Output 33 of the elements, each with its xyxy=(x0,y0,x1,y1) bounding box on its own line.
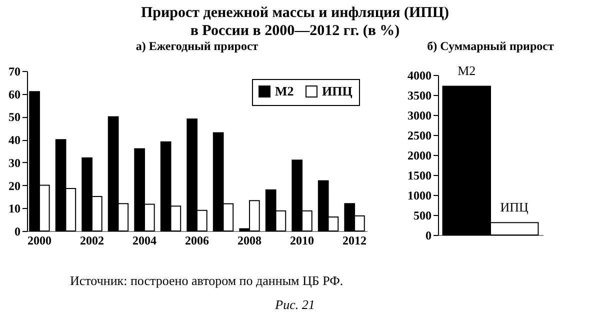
y-tick-label: 50 xyxy=(8,110,20,124)
x-tick-label: 2010 xyxy=(290,234,314,248)
x-tick-label: 2012 xyxy=(342,234,367,248)
chart-title: Прирост денежной массы и инфляция (ИПЦ) в России в 2000—2012 гг. (в %) xyxy=(140,4,450,40)
x-tick-label: 2008 xyxy=(238,234,262,248)
legend-label: ИПЦ xyxy=(322,84,352,99)
chart-title: б) Суммарный прирост xyxy=(427,39,554,54)
text: Источник: построено автором по данным ЦБ РФ. xyxy=(69,273,344,289)
y-tick-label: 0 xyxy=(426,228,432,242)
y-tick-label: 3500 xyxy=(408,88,432,102)
y-tick-label: 0 xyxy=(14,224,20,238)
y-tick-label: 70 xyxy=(8,64,20,78)
chart-subtitle: а) Ежегодный прирост xyxy=(136,39,258,53)
y-tick-label: 60 xyxy=(8,87,20,102)
y-tick-label: 4000 xyxy=(408,68,432,82)
y-tick-label: 500 xyxy=(414,208,432,222)
x-tick-label: 2000 xyxy=(27,234,52,248)
y-tick-label: 1500 xyxy=(408,168,432,182)
y-tick-label: 20 xyxy=(8,178,20,193)
y-tick-label: 2500 xyxy=(408,128,432,142)
y-tick-label: 10 xyxy=(8,202,20,216)
x-tick-label: 2006 xyxy=(185,234,209,248)
x-tick-label: 2002 xyxy=(80,234,104,248)
legend-label: М2 xyxy=(275,84,294,99)
y-tick-label: 1000 xyxy=(408,188,432,202)
series-label: ИПЦ xyxy=(500,200,530,215)
y-tick-label: 40 xyxy=(8,133,20,148)
y-tick-label: 3000 xyxy=(408,108,432,122)
text: Рис. 21 xyxy=(274,297,316,313)
y-tick-label: 2000 xyxy=(408,148,432,162)
series-label: М2 xyxy=(458,63,476,78)
x-tick-label: 2004 xyxy=(132,234,156,248)
y-tick-label: 30 xyxy=(8,156,20,170)
